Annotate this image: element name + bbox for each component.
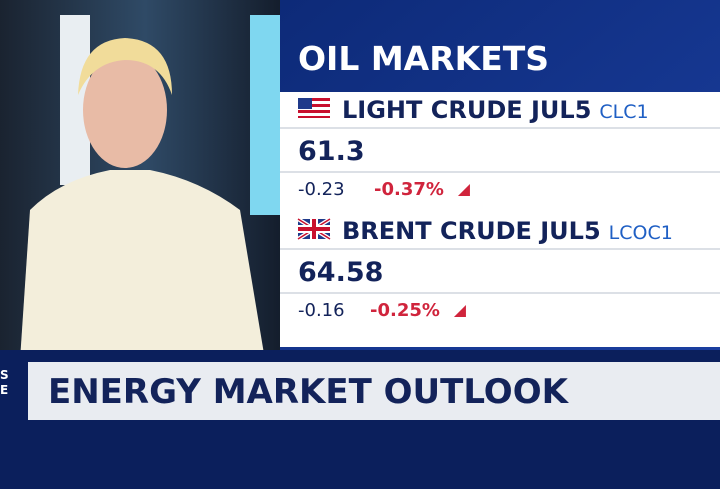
quote-symbol: LCOC1 [609,222,673,244]
down-arrow [453,305,466,317]
quote-name: BRENT CRUDE JUL5 [342,217,601,245]
down-arrow [457,184,470,196]
guest-face [83,52,167,168]
quote-symbol: CLC1 [599,101,648,123]
side-letter: E [0,383,8,397]
quote-list: LIGHT CRUDE JUL5 CLC1 61.3 -0.23 -0.37% BRENT… [280,96,720,321]
panel-title: OIL MARKETS [298,39,549,78]
side-letter: S [0,368,9,382]
headline-bar [28,362,720,420]
headline: ENERGY MARKET OUTLOOK [48,372,570,412]
us-flag [298,98,330,118]
guest-hair [78,38,172,95]
studio-light [250,15,280,215]
quote-price: 64.58 [298,257,383,288]
quote-change: -0.16 [298,300,345,321]
quote-change: -0.23 [298,179,345,200]
quote-percent: -0.37% [374,179,444,200]
quote-percent: -0.25% [370,300,440,321]
quote-name: LIGHT CRUDE JUL5 [342,96,591,124]
quote-price: 61.3 [298,136,365,167]
uk-flag [296,217,332,241]
quote-panel [280,92,720,347]
guest-jacket [20,170,265,360]
